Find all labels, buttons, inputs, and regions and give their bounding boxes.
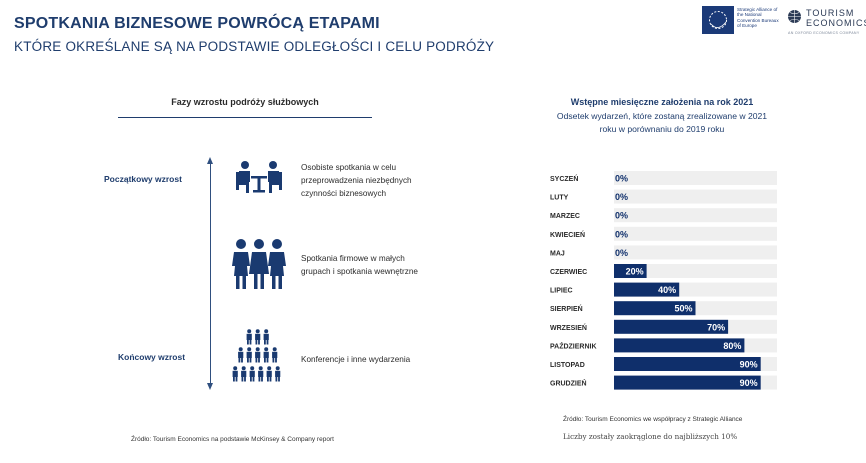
page-subtitle: KTÓRE OKREŚLANE SĄ NA PODSTAWIE ODLEGŁOŚ… — [14, 39, 495, 54]
globe-icon — [788, 10, 801, 23]
category-label: LUTY — [550, 195, 569, 202]
phase-description-1: Osobiste spotkania w celu przeprowadzeni… — [301, 163, 412, 198]
arrow-up-icon — [207, 157, 213, 164]
value-label: 0% — [615, 192, 628, 202]
bar — [614, 319, 729, 334]
bar-track — [614, 226, 777, 241]
value-label: 20% — [626, 267, 644, 277]
value-label: 90% — [740, 360, 758, 370]
crowd-icon — [232, 329, 281, 382]
chart-subtitle: Odsetek wydarzeń, które zostaną zrealizo… — [556, 111, 768, 134]
bar-row-8: WRZESIEŃ 70% — [550, 319, 777, 334]
tourism-economics-tagline: AN OXFORD ECONOMICS COMPANY — [788, 31, 860, 35]
bar-row-0: SYCZEŃ 0% — [550, 171, 777, 185]
bar-row-5: CZERWIEC 20% — [550, 264, 777, 278]
value-label: 40% — [658, 285, 676, 295]
category-label: GRUDZIEŃ — [550, 379, 587, 388]
phase-description-3: Konferencje i inne wydarzenia — [301, 355, 411, 364]
phase-start-label: Początkowy wzrost — [104, 174, 182, 184]
category-label: MARZEC — [550, 213, 580, 220]
bar-track — [614, 171, 777, 185]
bar — [614, 338, 745, 353]
bar-row-4: MAJ 0% — [550, 245, 777, 260]
bar-row-7: SIERPIEŃ 50% — [550, 301, 777, 316]
bar-track — [614, 189, 777, 204]
category-label: LISTOPAD — [550, 362, 585, 369]
bar-row-11: GRUDZIEŃ 90% — [550, 375, 777, 390]
arrow-down-icon — [207, 383, 213, 390]
source-note-left: Źródło: Tourism Economics na podstawie M… — [131, 436, 334, 443]
phases-divider — [118, 117, 372, 118]
value-label: 50% — [674, 304, 692, 314]
category-label: KWIECIEŃ — [550, 230, 585, 239]
category-label: MAJ — [550, 250, 565, 257]
bar-track — [614, 245, 777, 260]
bar — [614, 301, 696, 316]
bar-row-3: KWIECIEŃ 0% — [550, 226, 777, 241]
bar — [614, 375, 761, 390]
value-label: 80% — [723, 341, 741, 351]
bar-row-2: MARZEC 0% — [550, 208, 777, 223]
bar-track — [614, 208, 777, 223]
category-label: PAŹDZIERNIK — [550, 341, 597, 350]
bar-row-10: LISTOPAD 90% — [550, 357, 777, 371]
page-title: SPOTKANIA BIZNESOWE POWRÓCĄ ETAPAMI — [14, 15, 380, 32]
category-label: CZERWIEC — [550, 269, 587, 276]
category-label: SYCZEŃ — [550, 174, 578, 183]
bar — [614, 264, 647, 278]
value-label: 90% — [740, 378, 758, 388]
phase-axis — [210, 163, 211, 384]
bar-row-6: LIPIEC 40% — [550, 282, 777, 297]
category-label: LIPIEC — [550, 288, 573, 295]
phase-end-label: Końcowy wzrost — [118, 352, 186, 362]
partner-logos: Strategic Alliance of the National Conve… — [702, 6, 866, 36]
chart-title: Wstępne miesięczne założenia na rok 2021 — [570, 97, 754, 107]
stars-circle-icon — [709, 11, 727, 29]
strategic-alliance-logo — [702, 6, 734, 34]
category-label: SIERPIEŃ — [550, 304, 583, 313]
phases-heading: Fazy wzrostu podróży służbowych — [171, 97, 319, 107]
value-label: 0% — [615, 211, 628, 221]
small-group-icon — [232, 239, 286, 289]
strategic-alliance-text: Strategic Alliance of the National Conve… — [737, 7, 779, 29]
meeting-table-icon — [236, 161, 282, 193]
value-label: 0% — [615, 229, 628, 239]
monthly-bar-chart: SYCZEŃ 0% LUTY 0% MARZEC 0% KWIECIEŃ 0% MAJ 0% CZE… — [550, 171, 777, 390]
phase-description-2: Spotkania firmowe w małych grupach i spo… — [301, 254, 418, 276]
bar-row-9: PAŹDZIERNIK 80% — [550, 338, 777, 353]
value-label: 70% — [707, 322, 725, 332]
category-label: WRZESIEŃ — [550, 323, 587, 332]
rounding-note: Liczby zostały zaokrąglone do najbliższy… — [563, 432, 738, 441]
bar — [614, 282, 680, 297]
tourism-economics-logo: TOURISM ECONOMICS — [806, 8, 866, 28]
bar — [614, 357, 761, 371]
value-label: 0% — [615, 174, 628, 184]
bar-track — [614, 264, 777, 278]
bar-row-1: LUTY 0% — [550, 189, 777, 204]
source-note-right: Źródło: Tourism Economics we współpracy … — [563, 416, 743, 423]
value-label: 0% — [615, 248, 628, 258]
